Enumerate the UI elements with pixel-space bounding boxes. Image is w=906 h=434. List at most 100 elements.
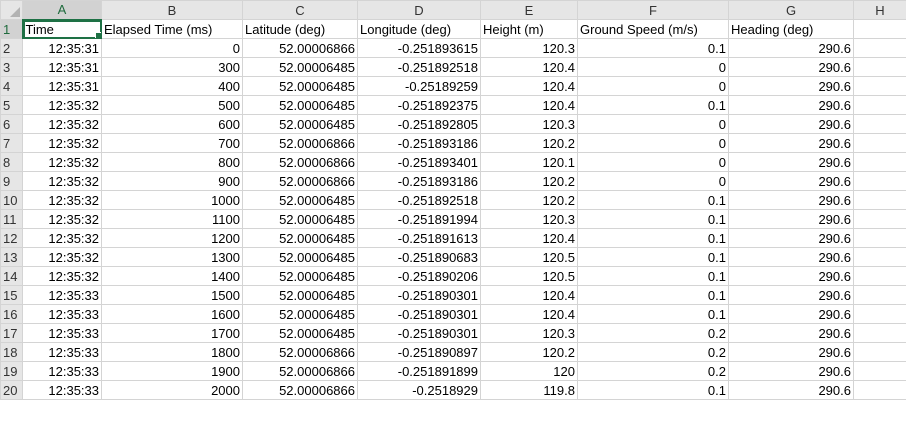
cell-d17[interactable]: -0.251890301 <box>357 323 481 343</box>
cell-b17[interactable]: 1700 <box>101 323 243 343</box>
cell-f18[interactable]: 0.2 <box>577 342 729 362</box>
cell-c16[interactable]: 52.00006485 <box>242 304 358 324</box>
cell-b5[interactable]: 500 <box>101 95 243 115</box>
cell-e8[interactable]: 120.1 <box>480 152 578 172</box>
cell-g5[interactable]: 290.6 <box>728 95 854 115</box>
cell-h14[interactable] <box>853 266 906 286</box>
row-header-14[interactable]: 14 <box>0 266 23 286</box>
cell-e19[interactable]: 120 <box>480 361 578 381</box>
cell-g4[interactable]: 290.6 <box>728 76 854 96</box>
cell-h4[interactable] <box>853 76 906 96</box>
cell-f13[interactable]: 0.1 <box>577 247 729 267</box>
cell-h16[interactable] <box>853 304 906 324</box>
select-all-button[interactable] <box>0 0 23 20</box>
cell-b19[interactable]: 1900 <box>101 361 243 381</box>
cell-e16[interactable]: 120.4 <box>480 304 578 324</box>
cell-g13[interactable]: 290.6 <box>728 247 854 267</box>
cell-c15[interactable]: 52.00006485 <box>242 285 358 305</box>
cell-h6[interactable] <box>853 114 906 134</box>
cell-e11[interactable]: 120.3 <box>480 209 578 229</box>
cell-a8[interactable]: 12:35:32 <box>22 152 102 172</box>
row-header-20[interactable]: 20 <box>0 380 23 400</box>
cell-d2[interactable]: -0.251893615 <box>357 38 481 58</box>
row-header-10[interactable]: 10 <box>0 190 23 210</box>
cell-a14[interactable]: 12:35:32 <box>22 266 102 286</box>
cell-h15[interactable] <box>853 285 906 305</box>
cell-b12[interactable]: 1200 <box>101 228 243 248</box>
cell-d20[interactable]: -0.2518929 <box>357 380 481 400</box>
column-header-e[interactable]: E <box>480 0 578 20</box>
cell-a5[interactable]: 12:35:32 <box>22 95 102 115</box>
cell-a9[interactable]: 12:35:32 <box>22 171 102 191</box>
cell-e15[interactable]: 120.4 <box>480 285 578 305</box>
cell-f19[interactable]: 0.2 <box>577 361 729 381</box>
row-header-17[interactable]: 17 <box>0 323 23 343</box>
cell-c20[interactable]: 52.00006866 <box>242 380 358 400</box>
cell-e6[interactable]: 120.3 <box>480 114 578 134</box>
cell-h18[interactable] <box>853 342 906 362</box>
column-header-c[interactable]: C <box>242 0 358 20</box>
cell-g8[interactable]: 290.6 <box>728 152 854 172</box>
cell-g11[interactable]: 290.6 <box>728 209 854 229</box>
cell-b20[interactable]: 2000 <box>101 380 243 400</box>
cell-e14[interactable]: 120.5 <box>480 266 578 286</box>
cell-b8[interactable]: 800 <box>101 152 243 172</box>
cell-f14[interactable]: 0.1 <box>577 266 729 286</box>
spreadsheet-grid[interactable]: A B C D E F G H 1 Time Elapsed Time (ms)… <box>0 0 906 400</box>
cell-f9[interactable]: 0 <box>577 171 729 191</box>
cell-e2[interactable]: 120.3 <box>480 38 578 58</box>
cell-c4[interactable]: 52.00006485 <box>242 76 358 96</box>
cell-b16[interactable]: 1600 <box>101 304 243 324</box>
cell-g17[interactable]: 290.6 <box>728 323 854 343</box>
row-header-19[interactable]: 19 <box>0 361 23 381</box>
cell-a6[interactable]: 12:35:32 <box>22 114 102 134</box>
cell-f12[interactable]: 0.1 <box>577 228 729 248</box>
cell-g3[interactable]: 290.6 <box>728 57 854 77</box>
cell-c12[interactable]: 52.00006485 <box>242 228 358 248</box>
cell-a13[interactable]: 12:35:32 <box>22 247 102 267</box>
cell-g10[interactable]: 290.6 <box>728 190 854 210</box>
column-header-h[interactable]: H <box>853 0 906 20</box>
cell-g12[interactable]: 290.6 <box>728 228 854 248</box>
cell-g7[interactable]: 290.6 <box>728 133 854 153</box>
cell-d10[interactable]: -0.251892518 <box>357 190 481 210</box>
column-header-a[interactable]: A <box>22 0 102 21</box>
cell-a10[interactable]: 12:35:32 <box>22 190 102 210</box>
cell-b14[interactable]: 1400 <box>101 266 243 286</box>
cell-a19[interactable]: 12:35:33 <box>22 361 102 381</box>
cell-b15[interactable]: 1500 <box>101 285 243 305</box>
row-header-16[interactable]: 16 <box>0 304 23 324</box>
fill-handle[interactable] <box>95 32 101 38</box>
cell-d4[interactable]: -0.25189259 <box>357 76 481 96</box>
cell-a17[interactable]: 12:35:33 <box>22 323 102 343</box>
cell-e20[interactable]: 119.8 <box>480 380 578 400</box>
cell-h3[interactable] <box>853 57 906 77</box>
cell-e10[interactable]: 120.2 <box>480 190 578 210</box>
cell-g18[interactable]: 290.6 <box>728 342 854 362</box>
cell-h20[interactable] <box>853 380 906 400</box>
cell-c11[interactable]: 52.00006485 <box>242 209 358 229</box>
cell-d8[interactable]: -0.251893401 <box>357 152 481 172</box>
cell-c5[interactable]: 52.00006485 <box>242 95 358 115</box>
cell-e18[interactable]: 120.2 <box>480 342 578 362</box>
cell-e9[interactable]: 120.2 <box>480 171 578 191</box>
row-header-1[interactable]: 1 <box>0 19 24 39</box>
cell-h11[interactable] <box>853 209 906 229</box>
cell-h13[interactable] <box>853 247 906 267</box>
row-header-4[interactable]: 4 <box>0 76 23 96</box>
cell-f8[interactable]: 0 <box>577 152 729 172</box>
cell-b1[interactable]: Elapsed Time (ms) <box>101 19 243 39</box>
cell-e12[interactable]: 120.4 <box>480 228 578 248</box>
cell-g19[interactable]: 290.6 <box>728 361 854 381</box>
cell-f20[interactable]: 0.1 <box>577 380 729 400</box>
cell-h9[interactable] <box>853 171 906 191</box>
cell-f5[interactable]: 0.1 <box>577 95 729 115</box>
cell-d5[interactable]: -0.251892375 <box>357 95 481 115</box>
cell-d12[interactable]: -0.251891613 <box>357 228 481 248</box>
cell-b13[interactable]: 1300 <box>101 247 243 267</box>
cell-b10[interactable]: 1000 <box>101 190 243 210</box>
cell-c6[interactable]: 52.00006485 <box>242 114 358 134</box>
row-header-9[interactable]: 9 <box>0 171 23 191</box>
row-header-18[interactable]: 18 <box>0 342 23 362</box>
cell-e13[interactable]: 120.5 <box>480 247 578 267</box>
